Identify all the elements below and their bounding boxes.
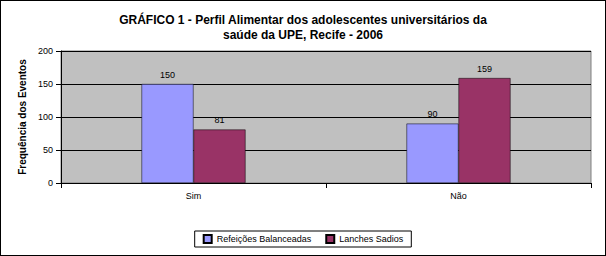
svg-text:150: 150 (38, 79, 53, 89)
svg-text:159: 159 (477, 64, 492, 74)
svg-text:Refeições Balanceadas: Refeições Balanceadas (217, 234, 312, 244)
svg-text:Lanches Sadios: Lanches Sadios (339, 234, 404, 244)
svg-text:50: 50 (43, 145, 53, 155)
svg-text:Frequência dos Eventos: Frequência dos Eventos (17, 59, 28, 175)
svg-text:Sim: Sim (186, 191, 202, 201)
svg-text:Não: Não (450, 191, 467, 201)
svg-text:90: 90 (427, 109, 437, 119)
svg-text:0: 0 (48, 178, 53, 188)
svg-text:200: 200 (38, 46, 53, 56)
svg-text:100: 100 (38, 112, 53, 122)
svg-text:saúde da UPE, Recife - 2006: saúde da UPE, Recife - 2006 (223, 28, 383, 42)
svg-text:81: 81 (214, 115, 224, 125)
svg-text:GRÁFICO 1 - Perfil Alimentar d: GRÁFICO 1 - Perfil Alimentar dos adolesc… (119, 12, 487, 27)
svg-text:150: 150 (160, 70, 175, 80)
